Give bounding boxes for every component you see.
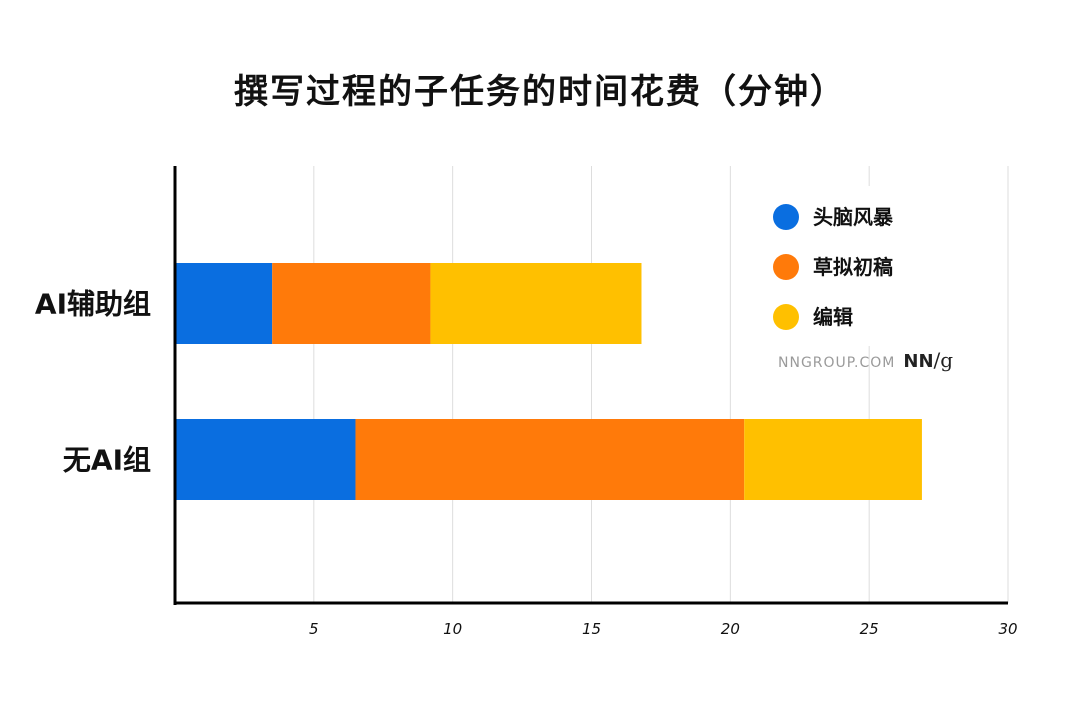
bar-segment <box>430 263 642 344</box>
nng-logo: NN/g <box>903 348 954 372</box>
nngroup-watermark: NNGROUP.COM NN/g <box>778 348 953 372</box>
bar-segment <box>272 263 431 344</box>
x-tick-label: 20 <box>721 620 740 638</box>
legend-label: 头脑风暴 <box>813 205 894 229</box>
chart-title: 撰写过程的子任务的时间花费（分钟） <box>234 72 846 112</box>
category-label: 无AI组 <box>63 444 151 477</box>
legend-swatch <box>773 254 799 280</box>
legend-label: 草拟初稿 <box>813 255 893 279</box>
legend-swatch <box>773 304 799 330</box>
x-tick-label: 10 <box>443 620 462 638</box>
legend-swatch <box>773 204 799 230</box>
watermark-site: NNGROUP.COM <box>778 355 896 371</box>
bar-segment <box>175 263 273 344</box>
x-tick-label: 25 <box>860 620 879 638</box>
x-tick-label: 30 <box>998 620 1017 638</box>
x-tick-label: 5 <box>309 620 319 638</box>
x-tick-labels: 5 10 15 20 25 30 <box>309 620 1017 638</box>
bars <box>175 263 922 500</box>
gridlines <box>313 166 1009 603</box>
axes <box>173 166 1008 605</box>
x-tick-label: 15 <box>582 620 601 638</box>
bar-segment <box>744 419 922 500</box>
bar-segment <box>355 419 745 500</box>
legend-label: 编辑 <box>813 305 853 329</box>
category-label: AI辅助组 <box>35 288 151 321</box>
bar-segment <box>175 419 356 500</box>
